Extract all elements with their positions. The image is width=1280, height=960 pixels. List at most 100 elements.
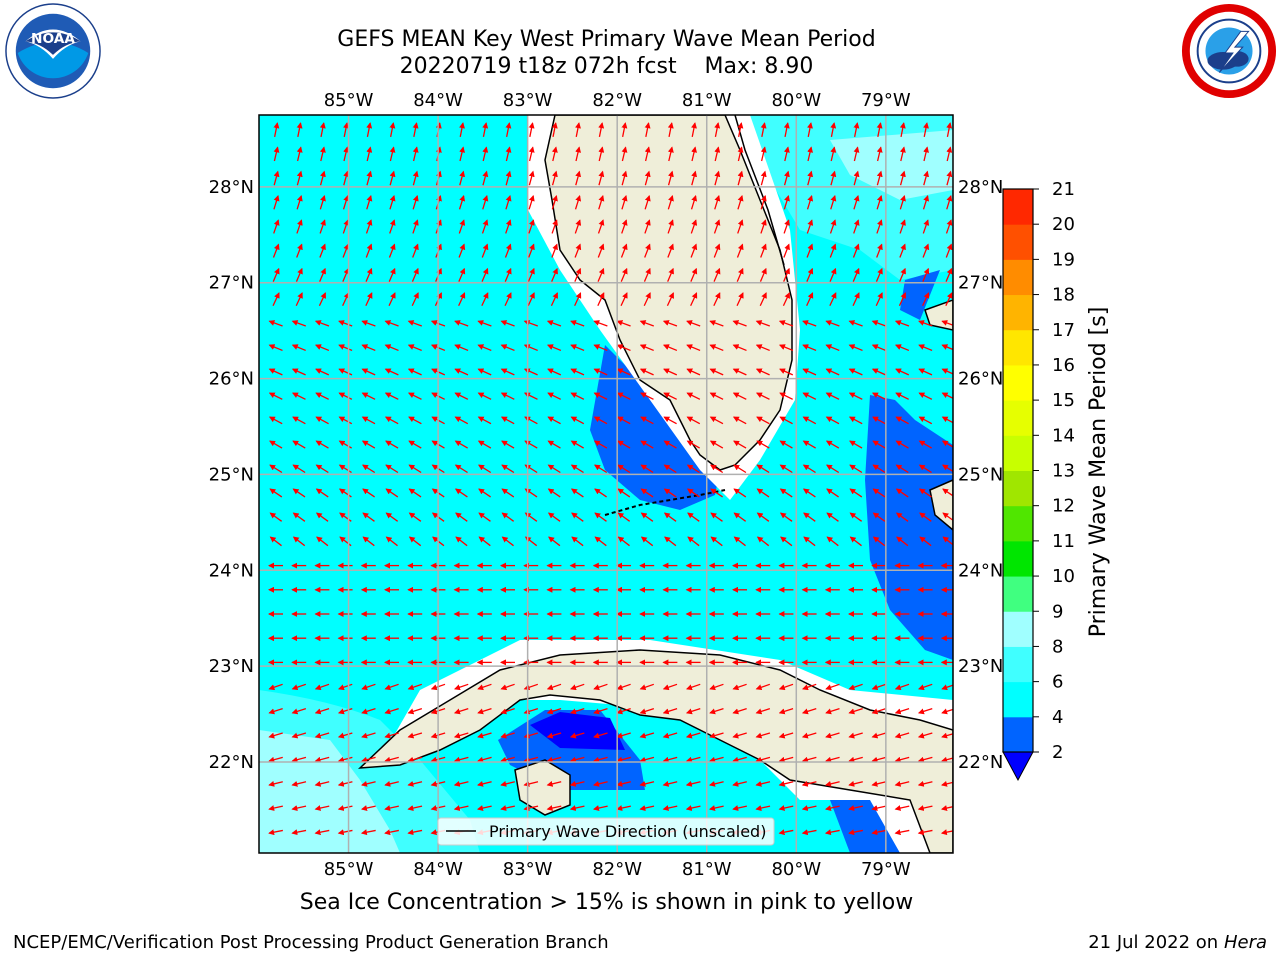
- wave-arrow: [343, 170, 350, 186]
- wave-arrow: [504, 243, 512, 258]
- lon-tick-label: 81°W: [682, 90, 732, 111]
- wave-arrow: [783, 122, 790, 137]
- colorbar-tick-label: 16: [1052, 355, 1075, 376]
- wave-arrow: [802, 683, 817, 691]
- wave-arrow: [385, 440, 399, 449]
- wave-arrow: [273, 219, 280, 234]
- wave-arrow: [755, 368, 770, 376]
- colorbar-tick-label: 14: [1052, 425, 1075, 446]
- wave-arrow: [644, 219, 651, 234]
- wave-arrow: [314, 708, 330, 715]
- wave-arrow: [412, 243, 419, 258]
- wave-arrow: [548, 536, 561, 547]
- wave-arrow: [338, 392, 353, 400]
- wave-arrow: [848, 732, 863, 739]
- wave-arrow: [593, 344, 608, 352]
- wave-arrow: [732, 320, 747, 327]
- wave-arrow: [412, 122, 419, 137]
- wave-arrow: [268, 416, 283, 425]
- wave-arrow: [407, 829, 423, 836]
- wave-arrow: [899, 194, 906, 210]
- wave-arrow: [709, 732, 724, 739]
- wave-arrow: [337, 805, 353, 811]
- wave-arrow: [802, 488, 816, 498]
- wave-arrow: [598, 146, 605, 162]
- wave-arrow: [667, 243, 674, 258]
- wave-arrow: [273, 194, 280, 210]
- wave-arrow: [528, 219, 535, 234]
- wave-arrow: [593, 732, 608, 739]
- wave-arrow: [268, 344, 283, 352]
- wave-arrow: [759, 292, 767, 307]
- wave-arrow: [571, 536, 584, 547]
- wave-arrow: [292, 416, 306, 425]
- wave-arrow: [686, 344, 701, 352]
- wave-arrow: [755, 756, 771, 763]
- colorbar-segment: [1003, 576, 1033, 612]
- wave-arrow: [621, 170, 628, 186]
- wave-arrow: [662, 732, 678, 739]
- lon-tick-label: 80°W: [771, 90, 821, 111]
- wave-arrow: [593, 683, 608, 691]
- wave-arrow: [946, 194, 953, 210]
- wave-arrow: [806, 292, 814, 307]
- wave-arrow: [617, 512, 631, 522]
- lat-tick-label: 24°N: [958, 560, 1003, 581]
- wave-arrow: [458, 267, 466, 282]
- wave-arrow: [639, 805, 655, 811]
- wave-arrow: [384, 344, 399, 352]
- wave-arrow: [733, 488, 747, 498]
- colorbar-tick-label: 10: [1052, 566, 1075, 587]
- wave-arrow: [872, 392, 886, 400]
- wave-arrow: [594, 855, 608, 857]
- wave-arrow: [481, 267, 489, 282]
- wave-arrow: [384, 368, 399, 376]
- wave-arrow: [826, 488, 839, 498]
- wave-arrow: [685, 732, 701, 739]
- wave-arrow: [778, 708, 794, 715]
- wave-arrow: [713, 267, 721, 282]
- wave-arrow: [523, 732, 539, 739]
- lon-tick-label: 82°W: [592, 859, 642, 880]
- wave-arrow: [690, 194, 698, 210]
- wave-arrow: [598, 194, 605, 210]
- wave-arrow: [667, 267, 674, 282]
- wave-arrow: [411, 267, 419, 282]
- wave-arrow: [455, 512, 468, 522]
- wave-arrow: [919, 536, 932, 547]
- wave-arrow: [732, 368, 747, 376]
- wave-arrow: [802, 392, 817, 400]
- wave-arrow: [477, 780, 492, 787]
- wave-arrow: [713, 243, 721, 258]
- wave-arrow: [941, 368, 953, 375]
- wave-arrow: [551, 219, 558, 234]
- wave-arrow: [871, 708, 887, 715]
- wave-arrow: [268, 829, 283, 836]
- wave-arrow: [826, 536, 839, 547]
- wave-arrow: [663, 464, 677, 474]
- wave-arrow: [528, 146, 535, 162]
- wave-arrow: [361, 320, 376, 327]
- wave-arrow: [917, 732, 933, 739]
- wave-arrow: [454, 344, 469, 352]
- wave-arrow: [598, 170, 605, 186]
- wave-arrow: [802, 464, 816, 474]
- wave-arrow: [940, 805, 953, 811]
- wave-arrow: [272, 292, 280, 307]
- wave-arrow: [783, 219, 790, 234]
- wave-arrow: [923, 170, 930, 186]
- wave-arrow: [825, 683, 840, 691]
- wave-arrow: [640, 512, 654, 522]
- wave-arrow: [871, 683, 887, 691]
- wave-arrow: [407, 344, 422, 352]
- wave-arrow: [384, 416, 399, 425]
- wave-arrow: [459, 146, 465, 162]
- wave-arrow: [269, 440, 283, 449]
- wave-arrow: [875, 292, 883, 307]
- wave-arrow: [318, 292, 326, 307]
- wave-arrow: [315, 416, 329, 425]
- wave-arrow: [385, 855, 399, 857]
- wave-arrow: [621, 194, 628, 210]
- wave-arrow: [755, 320, 770, 327]
- wave-arrow: [504, 292, 512, 307]
